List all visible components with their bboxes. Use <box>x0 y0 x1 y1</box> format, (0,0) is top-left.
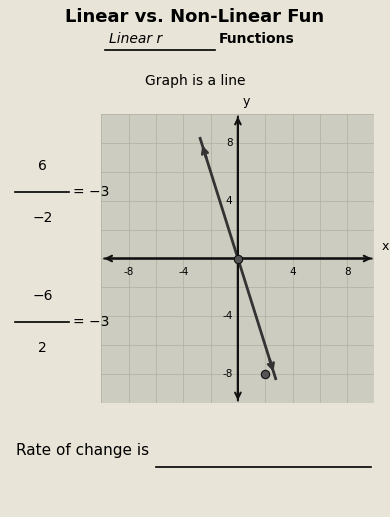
Text: −2: −2 <box>32 211 53 225</box>
Text: 8: 8 <box>226 138 232 148</box>
Text: -8: -8 <box>124 267 134 277</box>
Text: = −3: = −3 <box>73 315 109 329</box>
Text: 8: 8 <box>344 267 350 277</box>
Text: Functions: Functions <box>218 32 294 47</box>
Text: 2: 2 <box>38 341 47 355</box>
Text: 4: 4 <box>289 267 296 277</box>
Text: 6: 6 <box>38 159 47 173</box>
Text: -4: -4 <box>178 267 188 277</box>
Text: Rate of change is: Rate of change is <box>16 443 149 458</box>
Text: -8: -8 <box>222 369 232 379</box>
Text: = −3: = −3 <box>73 185 109 199</box>
Text: 4: 4 <box>226 195 232 206</box>
Text: Linear vs. Non-Linear Fun: Linear vs. Non-Linear Fun <box>66 8 324 26</box>
Text: Linear r: Linear r <box>109 32 163 47</box>
Text: Graph is a line: Graph is a line <box>145 73 245 88</box>
Text: x: x <box>381 240 388 253</box>
Text: −6: −6 <box>32 290 53 303</box>
Text: y: y <box>243 95 250 108</box>
Text: -4: -4 <box>222 311 232 322</box>
